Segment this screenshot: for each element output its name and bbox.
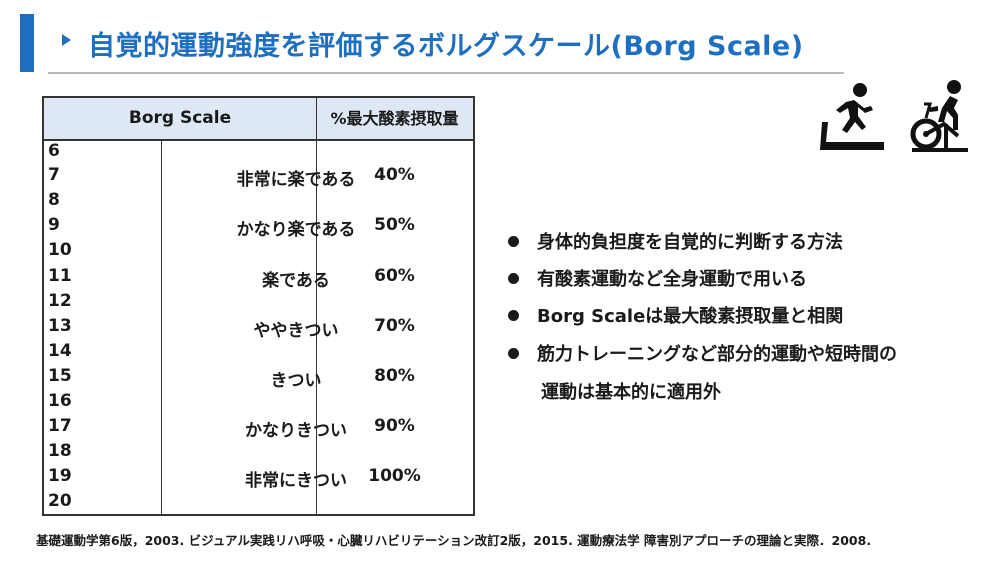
scale-number: 14 <box>48 341 72 361</box>
scale-description: かなり楽である <box>236 220 356 240</box>
scale-number: 9 <box>48 215 60 235</box>
scale-description: 非常に楽である <box>236 170 356 190</box>
scale-description: きつい <box>270 371 322 391</box>
title-arrow-icon <box>62 34 71 46</box>
bullet-item: 筋力トレーニングなど部分的運動や短時間の <box>508 340 897 366</box>
header-borg-scale: Borg Scale <box>128 108 232 128</box>
vo2max-percent: 50% <box>374 215 415 235</box>
bullet-dot-icon <box>508 347 519 359</box>
vo2max-percent: 60% <box>374 266 415 286</box>
scale-number: 11 <box>48 266 72 286</box>
scale-number: 16 <box>48 391 72 411</box>
references-footer: 基礎運動学第6版，2003. ビジュアル実践リハ呼吸・心臓リハビリテーション改訂… <box>36 533 872 548</box>
vo2max-percent: 40% <box>374 165 415 185</box>
bullet-continuation: 運動は基本的に適用外 <box>541 382 721 403</box>
column-divider <box>161 139 162 514</box>
table-header: Borg Scale %最大酸素摂取量 <box>44 98 473 141</box>
vo2max-percent: 70% <box>374 316 415 336</box>
bullet-dot-icon <box>508 309 519 321</box>
scale-number: 19 <box>48 466 72 486</box>
scale-number: 6 <box>48 141 60 161</box>
scale-description: 非常にきつい <box>245 471 347 491</box>
scale-number: 15 <box>48 366 72 386</box>
bullet-dot-icon <box>508 272 519 284</box>
scale-number: 7 <box>48 165 60 185</box>
header-percent-vo2max: %最大酸素摂取量 <box>330 109 459 128</box>
bullet-text: Borg Scaleは最大酸素摂取量と相関 <box>537 306 844 327</box>
scale-number: 12 <box>48 291 72 311</box>
exercise-bike-icon <box>910 80 968 152</box>
vo2max-percent: 90% <box>374 416 415 436</box>
scale-number: 8 <box>48 190 60 210</box>
bullet-dot-icon <box>508 235 519 247</box>
bullet-item: 有酸素運動など全身運動で用いる <box>508 265 807 291</box>
scale-number: 10 <box>48 240 72 260</box>
bullet-text: 筋力トレーニングなど部分的運動や短時間の <box>537 344 897 365</box>
scale-description: 楽である <box>262 271 330 291</box>
title-accent-bar <box>20 14 34 72</box>
bullet-item: 身体的負担度を自覚的に判断する方法 <box>508 228 843 254</box>
scale-description: ややきつい <box>253 321 339 341</box>
scale-number: 20 <box>48 491 72 511</box>
bullet-item: Borg Scaleは最大酸素摂取量と相関 <box>508 302 843 328</box>
scale-number: 18 <box>48 441 72 461</box>
scale-number: 17 <box>48 416 72 436</box>
scale-description: かなりきつい <box>245 421 347 441</box>
title-underline <box>48 72 844 74</box>
vo2max-percent: 100% <box>368 466 421 486</box>
page-title: 自覚的運動強度を評価するボルグスケール(Borg Scale) <box>88 31 804 62</box>
bullet-text: 身体的負担度を自覚的に判断する方法 <box>537 232 843 253</box>
borg-table: Borg Scale %最大酸素摂取量 <box>42 96 475 516</box>
treadmill-icon <box>820 83 884 150</box>
column-divider <box>316 98 317 514</box>
bullet-text: 有酸素運動など全身運動で用いる <box>537 269 807 290</box>
vo2max-percent: 80% <box>374 366 415 386</box>
scale-number: 13 <box>48 316 72 336</box>
